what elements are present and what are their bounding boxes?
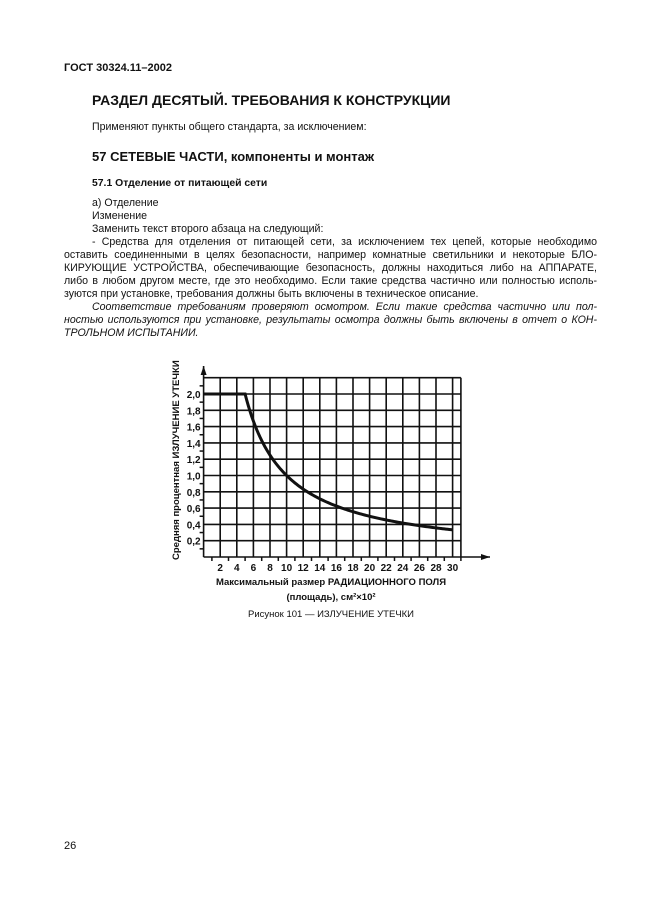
chart-grid — [203, 376, 462, 557]
heading-57: 57 СЕТЕВЫЕ ЧАСТИ, компоненты и монтаж — [92, 149, 375, 164]
x-tick-label: 18 — [347, 563, 359, 574]
y-tick-label: 0,2 — [187, 537, 201, 548]
text-line: - Средства для отделения от питающей сет… — [92, 236, 597, 248]
y-tick-label: 0,4 — [187, 520, 201, 531]
y-axis-arrow — [200, 366, 207, 375]
section-title: РАЗДЕЛ ДЕСЯТЫЙ. ТРЕБОВАНИЯ К КОНСТРУКЦИИ — [92, 92, 451, 108]
x-axis-label-units: (площадь), см²×10² — [286, 592, 375, 603]
text-line: КИРУЮЩИЕ УСТРОЙСТВА, обеспечивающие безо… — [64, 262, 597, 274]
x-axis-label: Максимальный размер РАДИАЦИОННОГО ПОЛЯ — [216, 577, 446, 588]
x-tick-label: 4 — [234, 563, 240, 574]
y-tick-label: 1,6 — [187, 423, 201, 434]
x-tick-label: 12 — [298, 563, 310, 574]
text-line: Соответствие требованиям проверяют осмот… — [92, 301, 597, 313]
text-line: либо в любом другом месте, где это необх… — [64, 275, 597, 287]
x-tick-label: 20 — [364, 563, 376, 574]
y-tick-label: 0,6 — [187, 504, 201, 515]
figure-caption-text: Рисунок 101 — ИЗЛУЧЕНИЕ УТЕЧКИ — [247, 609, 415, 620]
page-number: 26 — [64, 840, 77, 852]
chart-axes — [200, 366, 490, 560]
x-tick-label: 26 — [414, 563, 426, 574]
y-tick-label: 1,4 — [187, 439, 201, 450]
y-tick-label: 2,0 — [187, 390, 201, 401]
y-tick-label: 1,2 — [187, 455, 201, 466]
text-line: Изменение — [92, 210, 148, 222]
chart-ticks: 2 4 6 8 10 12 14 16 18 20 22 24 26 28 300,20,40,60,81,… — [187, 385, 462, 574]
y-axis-label: Средняя процентная ИЗЛУЧЕНИЕ УТЕЧКИ — [171, 360, 182, 560]
x-tick-label: 10 — [281, 563, 293, 574]
text-line: Заменить текст второго абзаца на следующ… — [92, 223, 324, 235]
y-tick-label: 1,8 — [187, 406, 201, 417]
y-tick-label: 0,8 — [187, 488, 201, 499]
x-tick-label: 22 — [381, 563, 393, 574]
intro-text: Применяют пункты общего стандарта, за ис… — [92, 121, 367, 133]
text-line: а) Отделение — [92, 197, 159, 209]
document-header: ГОСТ 30324.11–2002 — [64, 62, 172, 74]
x-tick-label: 6 — [251, 563, 257, 574]
x-tick-label: 28 — [430, 563, 442, 574]
x-tick-label: 30 — [447, 563, 459, 574]
y-tick-label: 1,0 — [187, 472, 201, 483]
text-line: зуются при установке, требования должны … — [64, 288, 479, 300]
figure-caption: Рисунок 101 — ИЗЛУЧЕНИЕ УТЕЧКИ — [0, 609, 646, 620]
x-tick-label: 2 — [217, 563, 223, 574]
heading-57-1: 57.1 Отделение от питающей сети — [92, 178, 268, 189]
text-line: оставить соединенными в целях безопаснос… — [64, 249, 597, 261]
text-line: ностью используются при установке, резул… — [64, 314, 597, 326]
leakage-curve — [203, 392, 453, 532]
x-tick-label: 14 — [314, 563, 326, 574]
x-axis-arrow — [481, 554, 490, 560]
x-tick-label: 24 — [397, 563, 409, 574]
text-line: ТРОЛЬНОМ ИСПЫТАНИИ. — [64, 327, 199, 339]
x-tick-label: 8 — [267, 563, 273, 574]
x-tick-label: 16 — [331, 563, 343, 574]
